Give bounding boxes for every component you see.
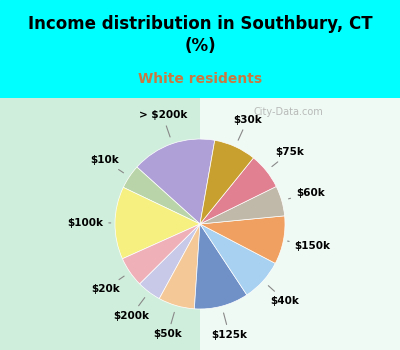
Wedge shape	[194, 224, 247, 309]
Text: $30k: $30k	[233, 114, 262, 140]
Text: $100k: $100k	[67, 218, 111, 228]
Text: $75k: $75k	[272, 147, 304, 167]
Text: $200k: $200k	[113, 298, 149, 321]
Wedge shape	[140, 224, 200, 299]
Wedge shape	[200, 216, 285, 263]
Text: $50k: $50k	[154, 312, 182, 339]
Wedge shape	[123, 167, 200, 224]
Wedge shape	[137, 139, 215, 224]
Text: Income distribution in Southbury, CT
(%): Income distribution in Southbury, CT (%)	[28, 15, 372, 55]
Text: $125k: $125k	[211, 313, 247, 340]
Text: $40k: $40k	[268, 286, 300, 306]
Wedge shape	[200, 158, 276, 224]
Text: $10k: $10k	[90, 155, 124, 173]
Text: $150k: $150k	[288, 241, 331, 251]
Bar	[0, 0, 400, 98]
Text: > $200k: > $200k	[138, 111, 187, 137]
Text: $60k: $60k	[288, 188, 325, 199]
Text: $20k: $20k	[91, 276, 124, 294]
Wedge shape	[200, 224, 275, 295]
Text: White residents: White residents	[138, 72, 262, 86]
Text: City-Data.com: City-Data.com	[253, 107, 323, 117]
Wedge shape	[200, 140, 254, 224]
Wedge shape	[122, 224, 200, 284]
Wedge shape	[159, 224, 200, 309]
Wedge shape	[115, 187, 200, 259]
Wedge shape	[200, 187, 285, 224]
